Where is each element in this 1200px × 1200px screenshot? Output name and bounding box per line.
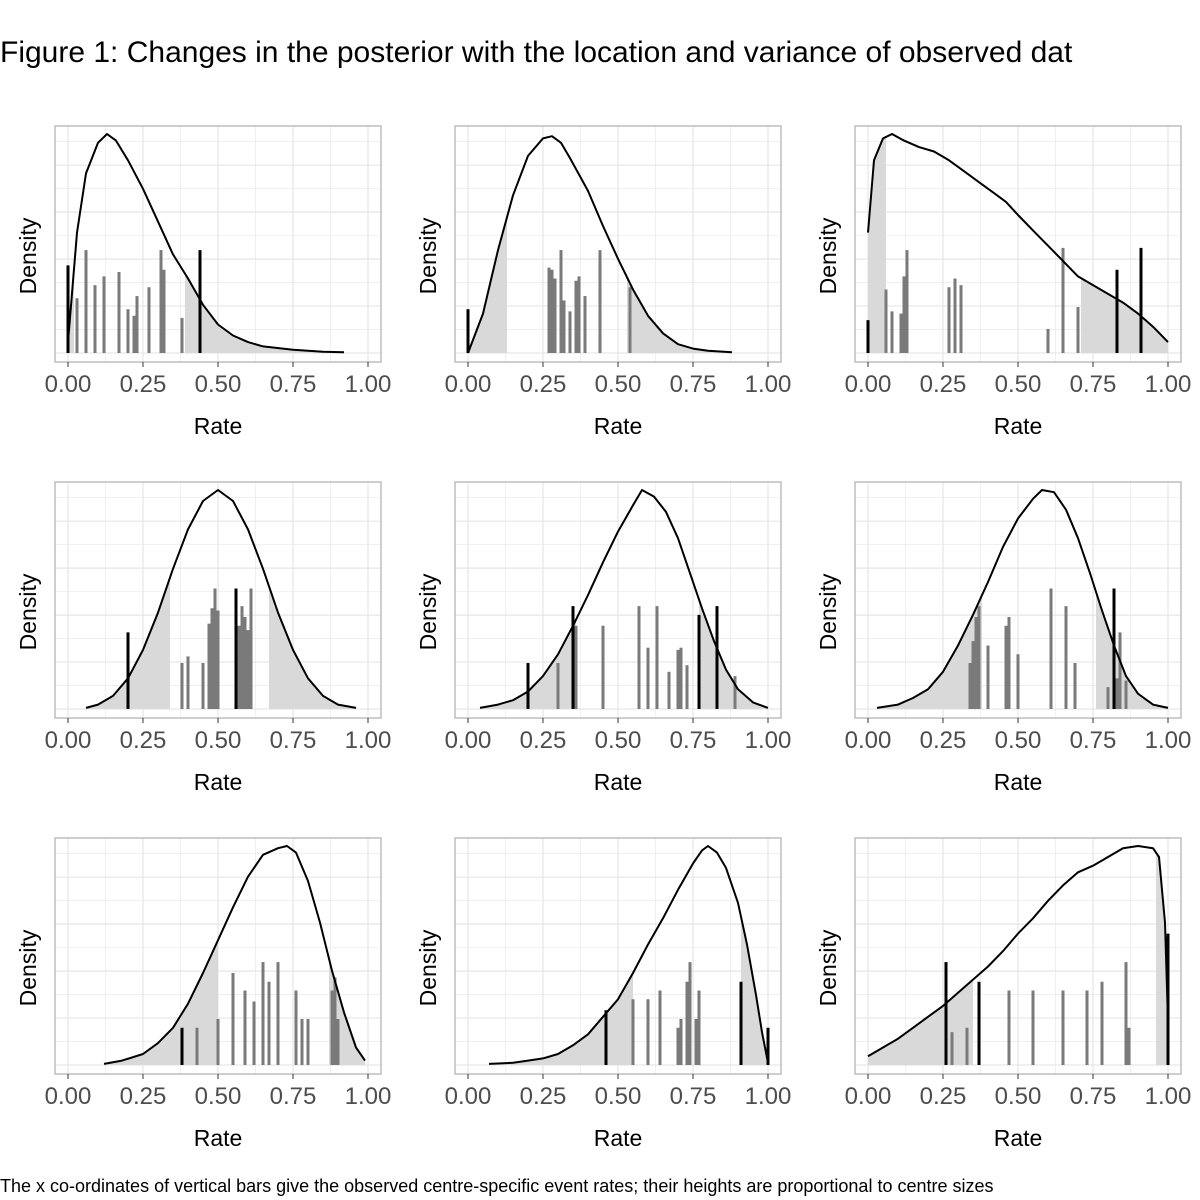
x-tick-label: 0.00 [845,1083,892,1110]
shaded-tail-region [480,619,576,709]
x-axis-label: Rate [994,413,1043,439]
x-axis-label: Rate [194,1125,243,1151]
posterior-density-curve [876,489,1169,709]
posterior-density-curve [867,133,1169,343]
x-tick-label: 1.00 [1145,727,1192,754]
x-axis-label: Rate [594,769,643,795]
x-tick-label: 1.00 [345,727,392,754]
chart-panel-8: 0.00 0.25 0.50 0.75 1.00 Rate Density [415,837,792,1151]
x-tick-label: 0.75 [270,1083,317,1110]
x-tick-label: 0.00 [445,371,492,398]
x-tick-label: 0.75 [270,727,317,754]
y-axis-label: Density [815,573,841,650]
posterior-density-curve [67,133,345,354]
x-tick-label: 0.25 [120,727,167,754]
figure-caption: The x co-ordinates of vertical bars give… [0,1176,994,1196]
x-axis-label: Rate [594,413,643,439]
x-tick-label: 0.25 [120,371,167,398]
x-tick-label: 0.25 [520,1083,567,1110]
y-axis-label: Density [415,217,441,294]
x-tick-label: 0.50 [195,371,242,398]
x-tick-label: 0.75 [670,727,717,754]
x-tick-label: 0.00 [445,727,492,754]
shaded-tail-region [1156,852,1168,1065]
x-tick-label: 0.50 [995,727,1042,754]
x-axis-label: Rate [194,769,243,795]
posterior-density-curve [467,135,733,354]
x-tick-label: 0.00 [45,1083,92,1110]
x-tick-label: 1.00 [345,371,392,398]
chart-panel-4: 0.00 0.25 0.50 0.75 1.00 Rate Density [15,481,392,795]
y-axis-label: Density [815,217,841,294]
x-axis-label: Rate [194,413,243,439]
shaded-tail-region [185,273,344,353]
shaded-tail-region [1081,278,1168,353]
shaded-tail-region [877,595,982,709]
shaded-tail-region [269,586,356,709]
x-axis-label: Rate [994,769,1043,795]
chart-panel-1: 0.00 0.25 0.50 0.75 1.00 Rate Density [15,125,392,439]
posterior-density-curve [103,845,366,1065]
chart-panel-7: 0.00 0.25 0.50 0.75 1.00 Rate Density [15,837,392,1151]
x-tick-label: 0.00 [45,727,92,754]
x-tick-label: 0.00 [845,371,892,398]
x-tick-label: 0.00 [845,727,892,754]
posterior-density-curve [85,489,357,709]
x-tick-label: 1.00 [1145,371,1192,398]
x-tick-label: 1.00 [745,371,792,398]
x-tick-label: 0.25 [920,727,967,754]
y-axis-label: Density [15,573,41,650]
x-tick-label: 0.50 [195,1083,242,1110]
x-tick-label: 0.50 [195,727,242,754]
chart-panel-6: 0.00 0.25 0.50 0.75 1.00 Rate Density [815,481,1192,795]
x-tick-label: 0.50 [595,1083,642,1110]
x-tick-label: 1.00 [745,1083,792,1110]
y-axis-label: Density [415,929,441,1006]
posterior-density-curve [479,489,769,709]
shaded-tail-region [86,577,170,709]
x-tick-label: 1.00 [1145,1083,1192,1110]
chart-panel-5: 0.00 0.25 0.50 0.75 1.00 Rate Density [415,481,792,795]
y-axis-label: Density [415,573,441,650]
x-axis-label: Rate [994,1125,1043,1151]
x-tick-label: 0.75 [1070,1083,1117,1110]
chart-panel-3: 0.00 0.25 0.50 0.75 1.00 Rate Density [815,125,1192,439]
chart-panel-2: 0.00 0.25 0.50 0.75 1.00 Rate Density [415,125,792,439]
x-tick-label: 0.75 [670,371,717,398]
x-tick-label: 0.75 [670,1083,717,1110]
x-tick-label: 0.25 [920,1083,967,1110]
x-tick-label: 0.25 [920,371,967,398]
x-tick-label: 0.00 [445,1083,492,1110]
x-tick-label: 0.25 [520,371,567,398]
x-tick-label: 0.25 [120,1083,167,1110]
shaded-tail-region [468,217,507,353]
x-tick-label: 0.50 [995,371,1042,398]
x-tick-label: 0.75 [270,371,317,398]
shaded-tail-region [489,973,633,1065]
x-axis-label: Rate [594,1125,643,1151]
figure-title: Figure 1: Changes in the posterior with … [0,36,1073,69]
x-tick-label: 0.75 [1070,727,1117,754]
shaded-tail-region [104,940,218,1065]
posterior-density-curve [867,845,1169,1058]
x-tick-label: 1.00 [745,727,792,754]
chart-panel-9: 0.00 0.25 0.50 0.75 1.00 Rate Density [815,837,1192,1151]
y-axis-label: Density [15,217,41,294]
x-tick-label: 0.25 [520,727,567,754]
x-tick-label: 0.50 [595,727,642,754]
x-tick-label: 0.50 [995,1083,1042,1110]
x-tick-label: 0.75 [1070,371,1117,398]
shaded-tail-region [868,136,886,353]
y-axis-label: Density [15,929,41,1006]
x-tick-label: 1.00 [345,1083,392,1110]
y-axis-label: Density [815,929,841,1006]
shaded-tail-region [627,277,732,353]
x-tick-label: 0.00 [45,371,92,398]
x-tick-label: 0.50 [595,371,642,398]
posterior-density-curve [488,845,769,1065]
